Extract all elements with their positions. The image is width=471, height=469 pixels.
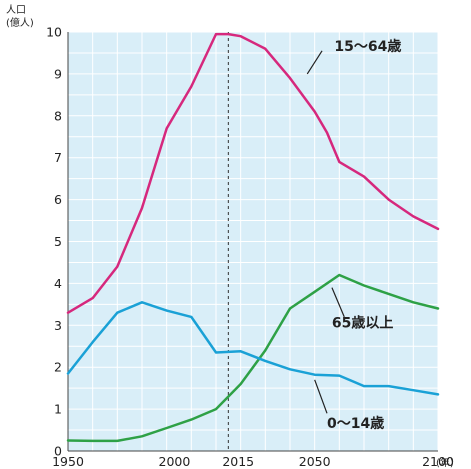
series-line-65 (66, 273, 440, 443)
x-tick-label: 1950 (52, 454, 84, 469)
grid (67, 31, 439, 451)
y-tick-label: 4 (54, 276, 62, 291)
series-label-65: 65歳以上 (332, 314, 393, 331)
y-tick-label: 0 (54, 444, 62, 459)
series-lines (66, 32, 440, 443)
y-axis-label-line: (億人) (6, 16, 34, 29)
label-leader-line (306, 50, 323, 75)
series-label-0-14: 0〜14歳 (327, 415, 384, 432)
y-tick-labels: 0 1 2 3 4 5 6 7 8 9 10 (46, 25, 62, 459)
y-axis-label-line: 人口 (6, 4, 26, 16)
x-tick-labels: 1950 2000 2015 2050 2100 (52, 454, 454, 469)
series-line-15-64 (66, 32, 440, 314)
y-tick-label: 8 (54, 108, 62, 123)
y-axis-label: 人口(億人) (6, 4, 34, 29)
y-tick-label: 9 (54, 66, 62, 81)
x-tick-label: 2050 (299, 454, 331, 469)
x-tick-label: 2000 (159, 454, 191, 469)
y-tick-label: 7 (54, 150, 62, 165)
y-tick-label: 1 (54, 402, 62, 417)
y-tick-label: 2 (54, 360, 62, 375)
series-labels: 15〜64歳 65歳以上 0〜14歳 (306, 38, 401, 432)
series-line-0-14 (66, 301, 440, 396)
label-leader-line (331, 287, 345, 318)
series-label-15-64: 15〜64歳 (334, 38, 401, 55)
y-tick-label: 5 (54, 234, 62, 249)
x-tick-label: 2015 (222, 454, 254, 469)
x-axis-unit: (年) (436, 456, 454, 469)
label-leader-line (314, 379, 328, 414)
y-tick-label: 6 (54, 192, 62, 207)
y-tick-label: 10 (46, 25, 62, 40)
x-tick-label: 2100 (422, 454, 454, 469)
y-tick-label: 3 (54, 318, 62, 333)
